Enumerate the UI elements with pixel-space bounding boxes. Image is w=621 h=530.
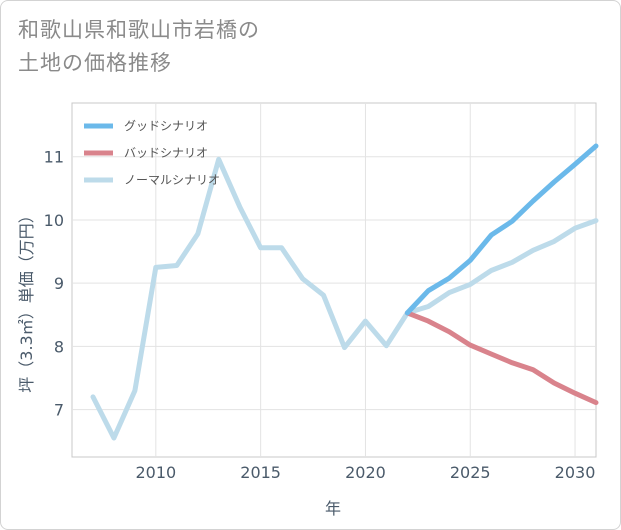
x-tick-label: 2020 bbox=[345, 463, 386, 482]
y-tick-label: 7 bbox=[54, 401, 64, 420]
x-tick-labels: 2010 2015 2020 2025 2030 bbox=[135, 463, 595, 482]
y-tick-label: 11 bbox=[44, 148, 64, 167]
x-tick-label: 2025 bbox=[450, 463, 491, 482]
chart-title-line-2: 土地の価格推移 bbox=[18, 51, 172, 75]
y-tick-label: 10 bbox=[44, 211, 64, 230]
y-tick-label: 8 bbox=[54, 337, 64, 356]
x-tick-label: 2030 bbox=[555, 463, 596, 482]
y-tick-label: 9 bbox=[54, 274, 64, 293]
y-axis-label: 坪（3.3㎡）単価（万円） bbox=[17, 207, 36, 392]
x-tick-label: 2010 bbox=[135, 463, 176, 482]
grid-lines bbox=[72, 103, 596, 457]
chart-title-line-1: 和歌山県和歌山市岩橋の bbox=[18, 18, 260, 42]
series-lines bbox=[90, 143, 599, 441]
x-tick-label: 2015 bbox=[240, 463, 281, 482]
chart-title: 和歌山県和歌山市岩橋の 土地の価格推移 bbox=[18, 14, 438, 80]
series-line-1 bbox=[404, 310, 599, 406]
x-axis-label: 年 bbox=[325, 499, 341, 518]
plot-area bbox=[71, 102, 597, 458]
series-line-0 bbox=[404, 143, 599, 316]
legend-label: グッドシナリオ bbox=[124, 119, 208, 133]
legend-label: バッドシナリオ bbox=[124, 146, 208, 160]
y-tick-labels: 7 8 9 10 11 bbox=[44, 148, 64, 420]
series-line-2 bbox=[90, 156, 599, 441]
legend-label: ノーマルシナリオ bbox=[124, 173, 220, 187]
